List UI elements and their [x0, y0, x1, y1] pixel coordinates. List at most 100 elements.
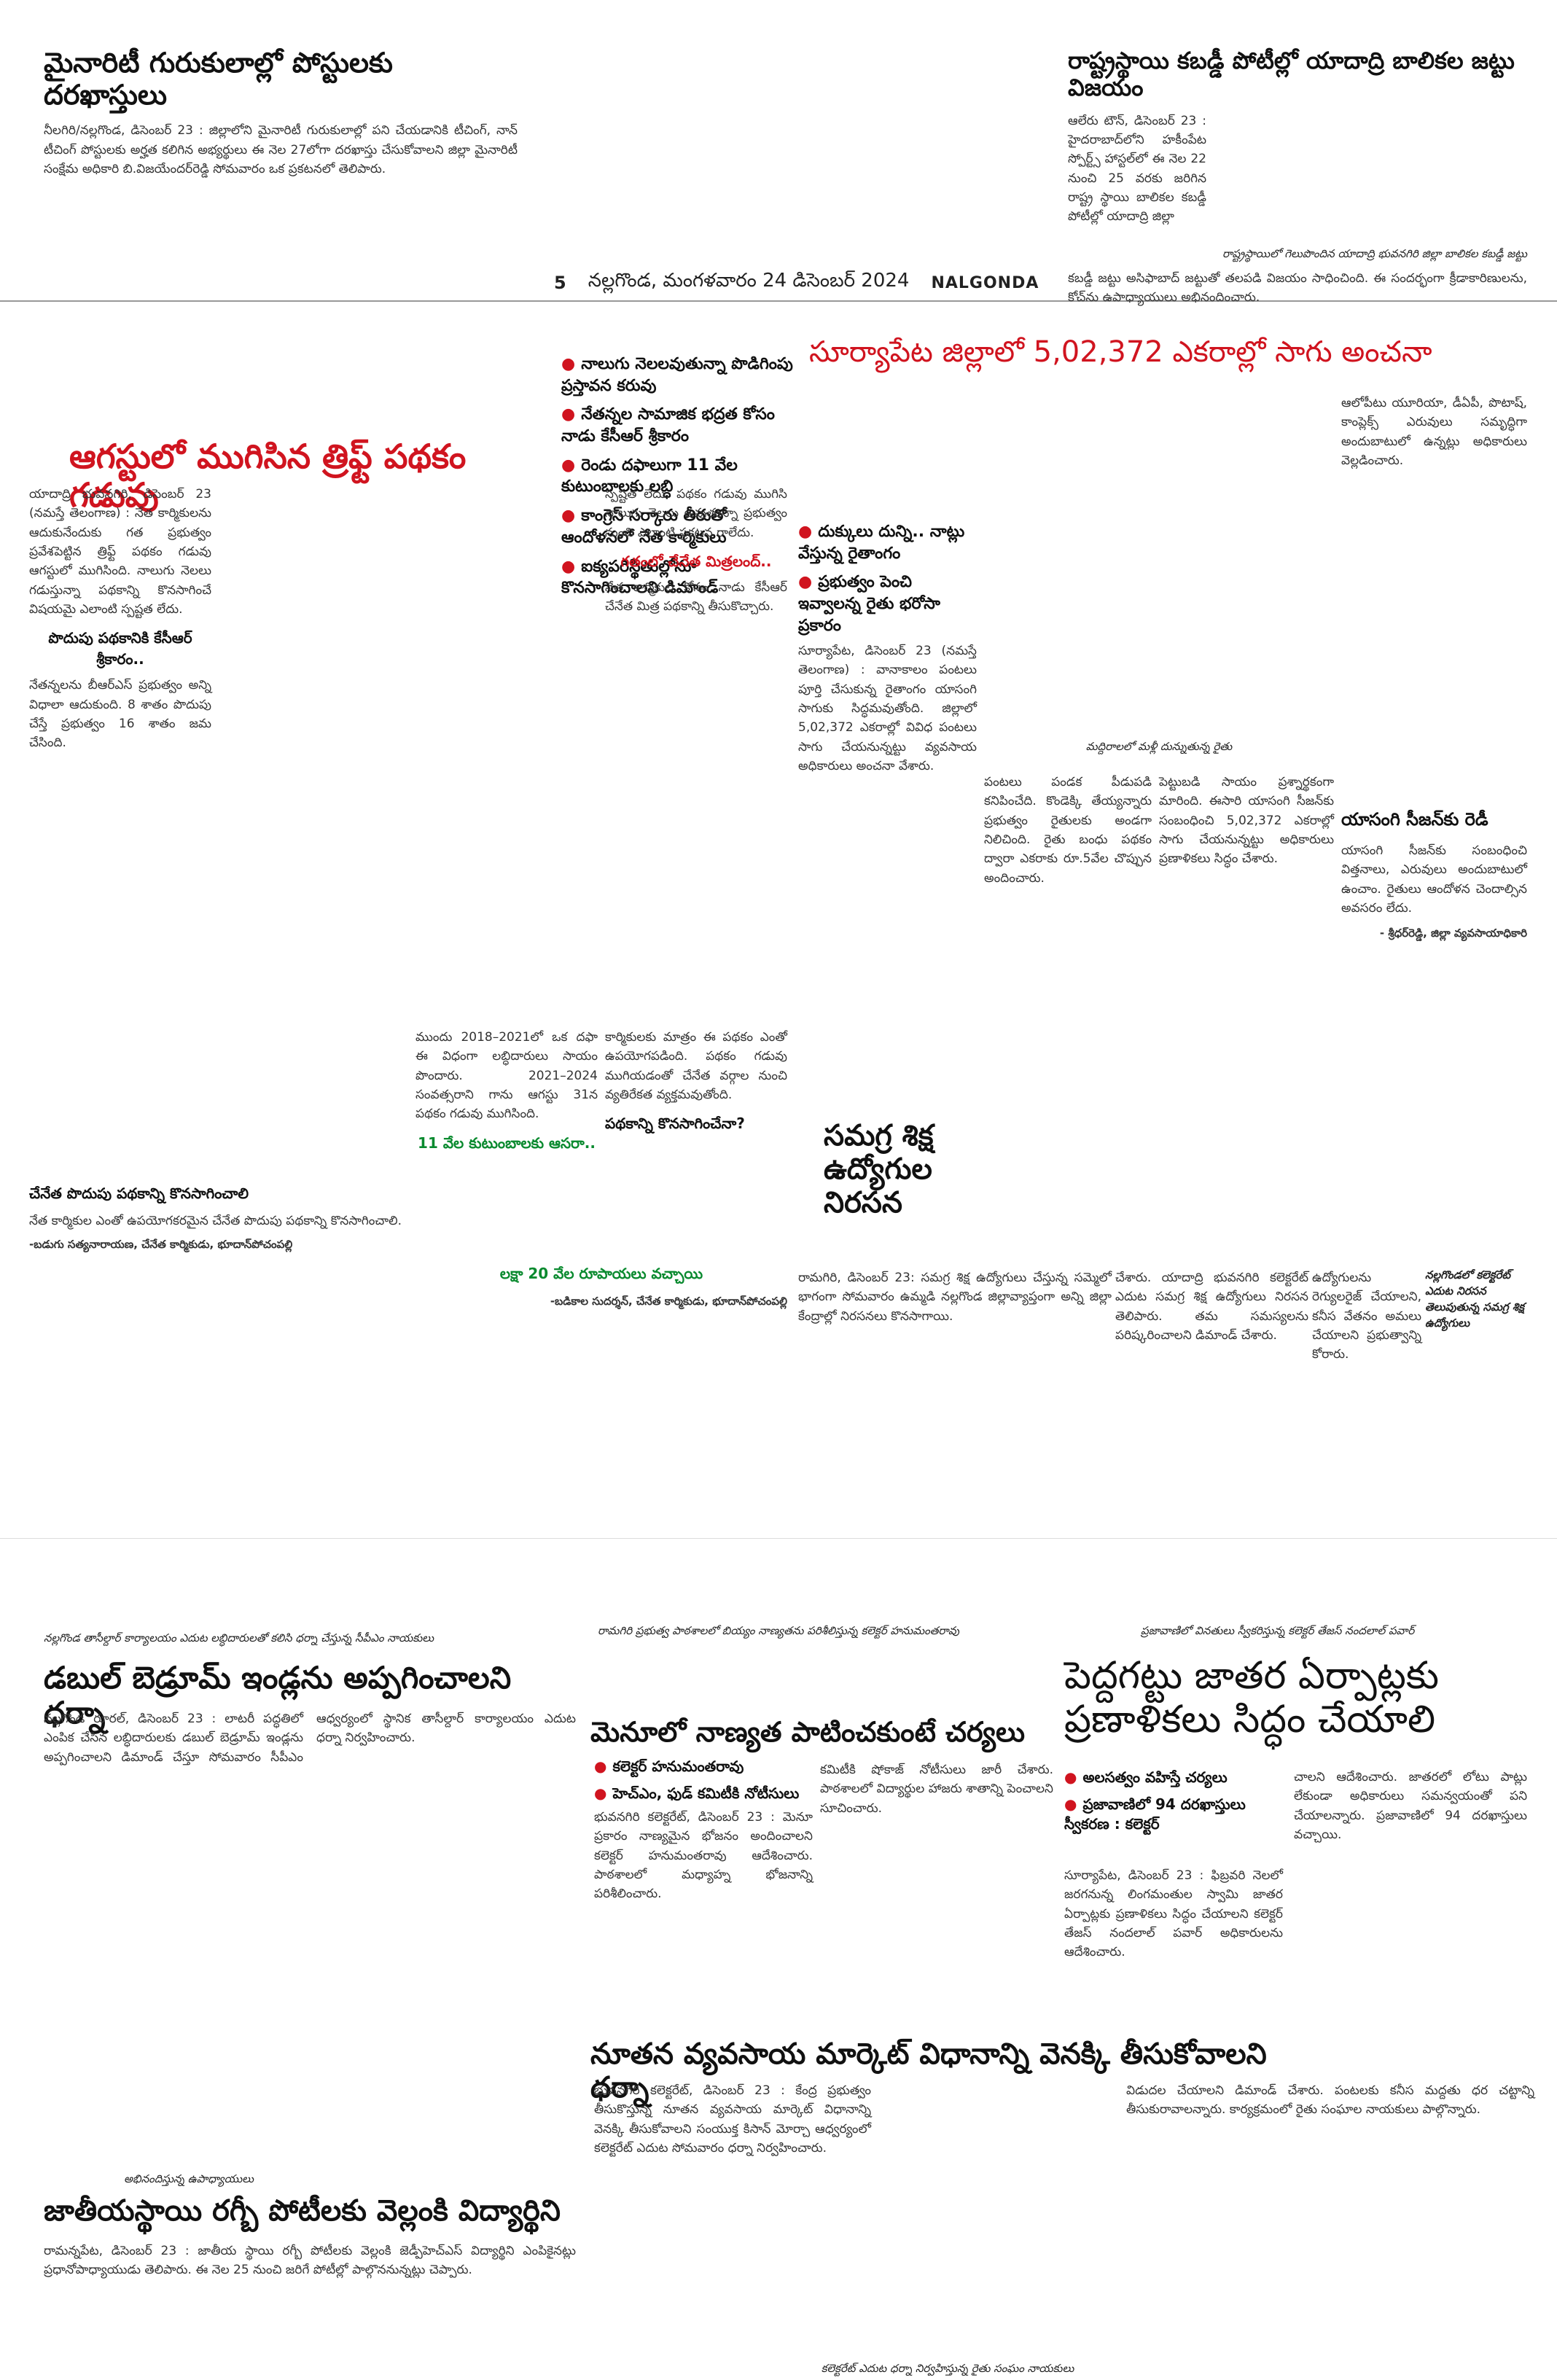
- bullet-item: ● హెచ్‌ఎం, ఫుడ్ కమిటీకి నోటీసులు: [594, 1784, 800, 1802]
- body: సూర్యాపేట, డిసెంబర్ 23 : ఫిబ్రవరి నెలలో …: [1064, 1868, 1283, 1960]
- body: విడుదల చేయాలని డిమాండ్ చేశారు. పంటలకు కన…: [1126, 2083, 1534, 2118]
- suryapet-col-3: పెట్టుబడి సాయం ప్రశ్నార్థకంగా మారింది. ఈ…: [1159, 773, 1334, 869]
- col-1b-text: నేతన్నలను బీఆర్‌ఎస్ ప్రభుత్వం అన్ని విధా…: [29, 678, 211, 751]
- photo-caption: అభినందిస్తున్న ఉపాధ్యాయులు: [124, 2172, 254, 2185]
- photo-caption: మద్దిరాలలో మళ్లీ దున్నుతున్న రైతు: [1085, 740, 1233, 753]
- col-1c-text: నేత కార్మికుల ఎంతో ఉపయోగకరమైన చేనేత పొదు…: [29, 1214, 402, 1228]
- bullet-item: ● దుక్కులు దున్ని.. నాట్లు వేస్తున్న రైతా…: [798, 523, 965, 563]
- masthead-rule: [0, 300, 1557, 302]
- subhead: పొదుపు పథకానికి కేసీఆర్ శ్రీకారం..: [48, 629, 192, 668]
- collector-inspection-photo: [587, 1545, 1053, 1622]
- rugby-headline: జాతీయస్థాయి రగ్బీ పోటీలకు వెల్లంకి విద్య…: [44, 2194, 561, 2228]
- subhead-green: 11 వేల కుటుంబాలకు ఆసరా..: [418, 1134, 596, 1152]
- body: భువనగిరి కలెక్టరేట్, డిసెంబర్ 23 : మెనూ …: [594, 1810, 813, 1902]
- menu-headline: మెనూలో నాణ్యత పాటించకుంటే చర్యలు: [590, 1716, 1026, 1748]
- masthead: 5 నల్లగొండ, మంగళవారం 24 డిసెంబర్ 2024 NA…: [554, 268, 1108, 297]
- farmers-dharna-photo: [878, 2081, 1119, 2318]
- subhead: పథకాన్ని కొనసాగించేనా?: [605, 1115, 745, 1133]
- body: పెట్టుబడి సాయం ప్రశ్నార్థకంగా మారింది. ఈ…: [1159, 775, 1334, 867]
- body-continued: కబడ్డీ జట్టు అసిఫాబాద్ జట్టుతో తలపడి విజ…: [1068, 270, 1527, 305]
- minority-gurukul-article: మైనారిటీ గురుకులాల్లో పోస్టులకు దరఖాస్తు…: [44, 47, 518, 179]
- suryapet-col-2: పంటలు పండక పీడుపడి కనిపించేది. కొండెక్కి…: [984, 773, 1152, 888]
- col-5-text: నేత కార్మికుల కోసం నాడు కేసీఆర్ చేనేత మి…: [605, 580, 787, 614]
- photo-caption: కలెక్టరేట్ ఎదుట ధర్నా నిర్వహిస్తున్న రైత…: [821, 2362, 1074, 2375]
- suryapet-col-1: సూర్యాపేట, డిసెంబర్ 23 (నమస్తే తెలంగాణ) …: [798, 641, 977, 776]
- bullet-item: ● కాంగ్రెస్ సర్కారు తీరుతో ఆందోళనలో నేత క…: [561, 507, 727, 547]
- headline: మైనారిటీ గురుకులాల్లో పోస్టులకు దరఖాస్తు…: [44, 47, 393, 111]
- subhead: యాసంగి సీజన్‌కు రెడీ: [1341, 809, 1488, 830]
- col-4-text: స్పష్టత లేదు. పథకం గడువు ముగిసి నాలుగు న…: [605, 487, 787, 540]
- menu-col-2: కమిటీకి షోకాజ్ నోటీసులు జారీ చేశారు. పాఠ…: [820, 1760, 1053, 1818]
- body: కమిటీకి షోకాజ్ నోటీసులు జారీ చేశారు. పాఠ…: [820, 1763, 1053, 1816]
- body: చాలని ఆదేశించారు. జాతరలో లోటు పాట్లు లేక…: [1294, 1770, 1527, 1843]
- col-2-text: ముందు 2018–2021లో ఒక దఫా ఈ విధంగా లబ్ధిద…: [415, 1030, 598, 1122]
- peddagattu-bullets: ● అలసత్వం వహిస్తే చర్యలు ● ప్రజావాణిలో 94 …: [1064, 1768, 1283, 1841]
- bullet-item: ● రెండు దఫాలుగా 11 వేల కుటుంబాలకు లబ్ధి: [561, 456, 738, 496]
- rugby-student-photo: [29, 2041, 583, 2169]
- body: భువనగిరి కలెక్టరేట్, డిసెంబర్ 23 : కేంద్…: [594, 2083, 871, 2156]
- kabaddi-article: రాష్ట్రస్థాయి కబడ్డీ పోటీల్లో యాదాద్రి బ…: [1068, 47, 1527, 307]
- handloom-worker-photo: [219, 528, 408, 769]
- subhead-green: లక్షా 20 వేల రూపాయలు వచ్చాయి: [499, 1265, 703, 1282]
- prajavani-photo: [1068, 1545, 1534, 1622]
- thrift-bullets: ● నాలుగు నెలలవుతున్నా పొడిగింపు ప్రస్తావన…: [561, 354, 795, 606]
- edition-name: NALGONDA: [931, 273, 1039, 292]
- peddagattu-headline: పెద్దగట్టు జాతర ఏర్పాట్లకు ప్రణాళికలు సి…: [1064, 1654, 1440, 1741]
- thrift-headline: ఆగస్టులో ముగిసిన త్రిఫ్ట్ పథకం గడువు: [69, 437, 467, 515]
- rugby-body: రామన్నపేట, డిసెంబర్ 23 : జాతీయ స్థాయి రగ…: [44, 2242, 576, 2280]
- body: సూర్యాపేట, డిసెంబర్ 23 (నమస్తే తెలంగాణ) …: [798, 644, 977, 774]
- peddagattu-col-1: సూర్యాపేట, డిసెంబర్ 23 : ఫిబ్రవరి నెలలో …: [1064, 1866, 1283, 1962]
- photo-caption: రాష్ట్రస్థాయిలో గెలుపొందిన యాదాద్రి భువన…: [1222, 246, 1527, 260]
- body: ఆలోపీటు యూరియా, డీఏపీ, పొటాష్, కాంప్లెక్…: [1341, 396, 1527, 469]
- body: రామన్నపేట, డిసెంబర్ 23 : జాతీయ స్థాయి రగ…: [44, 2244, 576, 2278]
- headline: రాష్ట్రస్థాయి కబడ్డీ పోటీల్లో యాదాద్రి బ…: [1068, 47, 1515, 101]
- quote-signature: -బడుగు సత్యనారాయణ, చేనేత కార్మికుడు, భూద…: [29, 1238, 293, 1252]
- body: నల్లగొండ రూరల్, డిసెంబర్ 23 : లాటరీ పద్ధ…: [44, 1712, 576, 1765]
- samagra-headline: సమగ్ర శిక్ష ఉద్యోగుల నిరసన: [824, 1119, 934, 1220]
- suryapet-bullets: ● దుక్కులు దున్ని.. నాట్లు వేస్తున్న రైతా…: [798, 521, 977, 644]
- protest-photo: [1013, 1061, 1527, 1265]
- page-number: 5: [554, 273, 566, 293]
- quote-signature: - శ్రీధర్‌రెడ్డి, జిల్లా వ్యవసాయాధికారి: [1379, 926, 1527, 940]
- samagra-col-1: రామగిరి, డిసెంబర్ 23: సమగ్ర శిక్ష ఉద్యోగ…: [798, 1268, 1112, 1326]
- bullet-item: ● నాలుగు నెలలవుతున్నా పొడిగింపు ప్రస్తావన…: [561, 355, 793, 395]
- photo-caption: నల్లగొండలో కలెక్టరేట్ ఎదుట నిరసన తెలుపుత…: [1425, 1268, 1524, 1330]
- subhead-red: చేనేత పొదుపు పథకాన్ని కొనసాగించాలి: [29, 1185, 249, 1202]
- dateline: నల్లగొండ, మంగళవారం 24 డిసెంబర్ 2024: [588, 270, 910, 292]
- photo-caption: ప్రజావాణిలో వినతులు స్వీకరిస్తున్న కలెక్…: [1141, 1624, 1415, 1637]
- handloom-photo-top: [29, 306, 558, 415]
- thrift-article-body: యాదాద్రి భువనగిరి, డిసెంబర్ 23 (నమస్తే త…: [29, 485, 795, 1418]
- market-col-1: భువనగిరి కలెక్టరేట్, డిసెంబర్ 23 : కేంద్…: [594, 2081, 871, 2158]
- bullet-item: ● ప్రజావాణిలో 94 దరఖాస్తులు స్వీకరణ : కలె…: [1064, 1795, 1246, 1833]
- col-1-text: యాదాద్రి భువనగిరి, డిసెంబర్ 23 (నమస్తే త…: [29, 487, 211, 617]
- suryapet-col-4: యాసంగి సీజన్‌కు రెడీ యాసంగి సీజన్‌కు సంబ…: [1341, 809, 1527, 943]
- col-3-text: కార్మికులకు మాత్రం ఈ పథకం ఎంతో ఉపయోగపడిం…: [605, 1030, 787, 1103]
- kabaddi-team-photo: [1217, 111, 1527, 243]
- body: చేశారు. యాదాద్రి భువనగిరి కలెక్టరేట్ ఎదు…: [1115, 1271, 1308, 1343]
- peddagattu-col-2: చాలని ఆదేశించారు. జాతరలో లోటు పాట్లు లేక…: [1294, 1768, 1527, 1844]
- suryapet-right-col: ఆలోపీటు యూరియా, డీఏపీ, పొటాష్, కాంప్లెక్…: [1341, 394, 1527, 470]
- photo-caption: నల్లగొండ తాసీల్దార్ కార్యాలయం ఎదుట లబ్ధి…: [44, 1631, 434, 1644]
- samagra-col-3: ఉద్యోగులను రెగ్యులరైజ్ చేయాలని, కనీస వేత…: [1312, 1268, 1421, 1365]
- tractor-ploughing-photo: [984, 394, 1334, 736]
- body: నీలగిరి/నల్లగొండ, డిసెంబర్ 23 : జిల్లాలో…: [44, 123, 518, 177]
- menu-col-1: భువనగిరి కలెక్టరేట్, డిసెంబర్ 23 : మెనూ …: [594, 1808, 813, 1904]
- body: పంటలు పండక పీడుపడి కనిపించేది. కొండెక్కి…: [984, 775, 1152, 886]
- suryapet-headline: సూర్యాపేట జిల్లాలో 5,02,372 ఎకరాల్లో సాగ…: [809, 335, 1432, 369]
- menu-bullets: ● కలెక్టర్ హనుమంతరావు ● హెచ్‌ఎం, ఫుడ్ కమిట…: [594, 1757, 886, 1811]
- bullet-item: ● ప్రభుత్వం పెంచి ఇవ్వాలన్న రైతు భరోసా ప్…: [798, 573, 940, 635]
- quote-signature: -బడికాల సుదర్శన్, చేనేత కార్మికుడు, భూదా…: [550, 1295, 787, 1308]
- bullet-item: ● ఐక్యపరిస్థితుల్లోనూ కొనసాగించాలని డిమాం…: [561, 557, 719, 598]
- body: ఉద్యోగులను రెగ్యులరైజ్ చేయాలని, కనీస వేత…: [1312, 1271, 1421, 1362]
- photo-caption: రామగిరి ప్రభుత్వ పాఠశాలలో బియ్యం నాణ్యతన…: [598, 1624, 959, 1637]
- section-divider: [0, 1538, 1557, 1539]
- body: యాసంగి సీజన్‌కు సంబంధించి విత్తనాలు, ఎరు…: [1341, 843, 1527, 916]
- bullet-item: ● నేతన్నల సామాజిక భద్రత కోసం నాడు కేసీఆర్…: [561, 405, 775, 446]
- body: ఆలేరు టౌన్, డిసెంబర్ 23 : హైదరాబాద్‌లోని…: [1068, 113, 1206, 225]
- body: రామగిరి, డిసెంబర్ 23: సమగ్ర శిక్ష ఉద్యోగ…: [798, 1271, 1112, 1324]
- subhead-red: గతంలో చేనేత మిత్రలంద్..: [620, 553, 772, 571]
- double-bed-headline: డబుల్ బెడ్రూమ్ ఇండ్లను అప్పగించాలని ధర్న…: [44, 1660, 512, 1731]
- market-col-2: విడుదల చేయాలని డిమాండ్ చేశారు. పంటలకు కన…: [1126, 2081, 1534, 2120]
- cpm-dharna-photo: [29, 1545, 572, 1626]
- bullet-item: ● కలెక్టర్ హనుమంతరావు: [594, 1757, 744, 1775]
